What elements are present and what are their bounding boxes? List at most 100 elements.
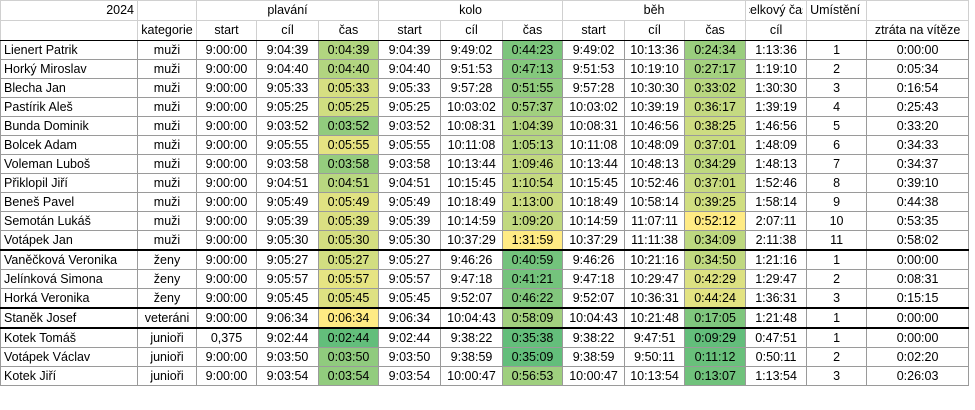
name-cell: Semotán Lukáš — [0, 211, 138, 231]
cell: 9:03:52 — [378, 116, 442, 136]
group-header: běh — [562, 0, 747, 21]
name-cell: Lienert Patrik — [0, 40, 138, 60]
data-row: Přiklopil Jiří muži 9:00:00 9:04:51 0:04:51 9… — [0, 173, 970, 193]
cell: 0:03:58 — [317, 154, 380, 174]
cell: 10:03:02 — [440, 97, 504, 117]
cell: 9:49:02 — [440, 40, 504, 60]
cell: 0:42:29 — [684, 269, 747, 289]
cell: 0:41:21 — [502, 269, 564, 289]
cell: 10:18:49 — [562, 192, 626, 212]
cell: 9:00:00 — [196, 154, 257, 174]
cell: 10:13:54 — [624, 366, 686, 386]
cell: 0:39:25 — [684, 192, 747, 212]
cell: 10:11:08 — [562, 135, 626, 155]
column-header: cíl — [745, 20, 808, 41]
cell: 9:05:33 — [378, 78, 442, 98]
cell: 0:46:22 — [502, 288, 564, 309]
column-header: kategorie — [137, 20, 197, 41]
cell: 1:30:30 — [745, 78, 808, 98]
cell: 7 — [806, 154, 868, 174]
cell: 0:44:23 — [502, 40, 564, 60]
cell: 10:21:48 — [624, 307, 686, 329]
cell: 10:48:13 — [624, 154, 686, 174]
cell: muži — [137, 135, 197, 155]
data-row: Vaněčková Veronika ženy 9:00:00 9:05:27 0:05… — [0, 249, 970, 270]
cell: 10:15:45 — [562, 173, 626, 193]
name-cell: Blecha Jan — [0, 78, 138, 98]
column-header: start — [196, 20, 257, 41]
cell: 9:49:02 — [562, 40, 626, 60]
cell: 11:07:11 — [624, 211, 686, 231]
cell: 1:05:13 — [502, 135, 564, 155]
cell: 9:38:59 — [562, 347, 626, 367]
cell: 9:05:45 — [378, 288, 442, 309]
cell: 0:06:34 — [317, 307, 380, 329]
cell: 1:19:10 — [745, 59, 808, 79]
cell: 1:09:20 — [502, 211, 564, 231]
cell: 9:03:58 — [256, 154, 319, 174]
cell: 0:26:03 — [866, 366, 970, 386]
cell: 9:47:18 — [562, 269, 626, 289]
cell: 0:03:52 — [317, 116, 380, 136]
column-header: čas — [684, 20, 747, 41]
cell: 9:05:30 — [256, 230, 319, 251]
column-header: čas — [317, 20, 380, 41]
column-header: start — [378, 20, 442, 41]
cell: 9:00:00 — [196, 173, 257, 193]
cell: 1:46:56 — [745, 116, 808, 136]
cell: 9:05:30 — [378, 230, 442, 251]
cell: 2:11:38 — [745, 230, 808, 251]
cell — [0, 20, 138, 41]
cell: 10:13:44 — [562, 154, 626, 174]
data-row: Bunda Dominik muži 9:00:00 9:03:52 0:03:52 9:… — [0, 116, 970, 136]
cell: 10 — [806, 211, 868, 231]
name-cell: Kotek Tomáš — [0, 327, 138, 348]
cell: 0:44:38 — [866, 192, 970, 212]
cell: 4 — [806, 97, 868, 117]
cell: 0:00:00 — [866, 307, 970, 329]
name-cell: Bunda Dominik — [0, 116, 138, 136]
cell: 1:31:59 — [502, 230, 564, 251]
cell: 1:48:13 — [745, 154, 808, 174]
rank-header: Umístění — [806, 0, 868, 21]
cell: 0:02:44 — [317, 327, 380, 348]
cell: 1:48:09 — [745, 135, 808, 155]
cell — [866, 0, 970, 21]
column-header: start — [562, 20, 626, 41]
cell: 0:04:39 — [317, 40, 380, 60]
cell: muži — [137, 230, 197, 251]
cell: 9:00:00 — [196, 347, 257, 367]
cell: 9:05:57 — [378, 269, 442, 289]
cell: 0:34:09 — [684, 230, 747, 251]
cell: 1:13:36 — [745, 40, 808, 60]
cell: junioři — [137, 327, 197, 348]
cell: 9:00:00 — [196, 288, 257, 309]
cell: junioři — [137, 347, 197, 367]
cell: 9:05:55 — [378, 135, 442, 155]
cell: muži — [137, 211, 197, 231]
cell: 9:47:51 — [624, 327, 686, 348]
cell: 10:04:43 — [562, 307, 626, 329]
cell: 9:52:07 — [440, 288, 504, 309]
cell: 9:04:51 — [378, 173, 442, 193]
cell: junioři — [137, 366, 197, 386]
data-row: Votápek Jan muži 9:00:00 9:05:30 0:05:30 9:05… — [0, 230, 970, 251]
cell: 0:58:09 — [502, 307, 564, 329]
cell: muži — [137, 116, 197, 136]
column-header: čas — [502, 20, 564, 41]
name-cell: Votápek Václav — [0, 347, 138, 367]
cell: 0:05:25 — [317, 97, 380, 117]
cell: 9:03:58 — [378, 154, 442, 174]
cell — [137, 0, 197, 21]
cell: muži — [137, 97, 197, 117]
column-header: cíl — [440, 20, 504, 41]
cell: muži — [137, 154, 197, 174]
cell: 0:02:20 — [866, 347, 970, 367]
cell: 0:05:49 — [317, 192, 380, 212]
table-body: 2024 plavání kolo běh celkový čas Umístě… — [0, 0, 970, 386]
cell: 0:00:00 — [866, 327, 970, 348]
header-row: kategorie start cíl čas start cíl čas start cíl č… — [0, 20, 970, 41]
cell: 1:04:39 — [502, 116, 564, 136]
cell: 10:37:29 — [440, 230, 504, 251]
cell: 1 — [806, 249, 868, 270]
